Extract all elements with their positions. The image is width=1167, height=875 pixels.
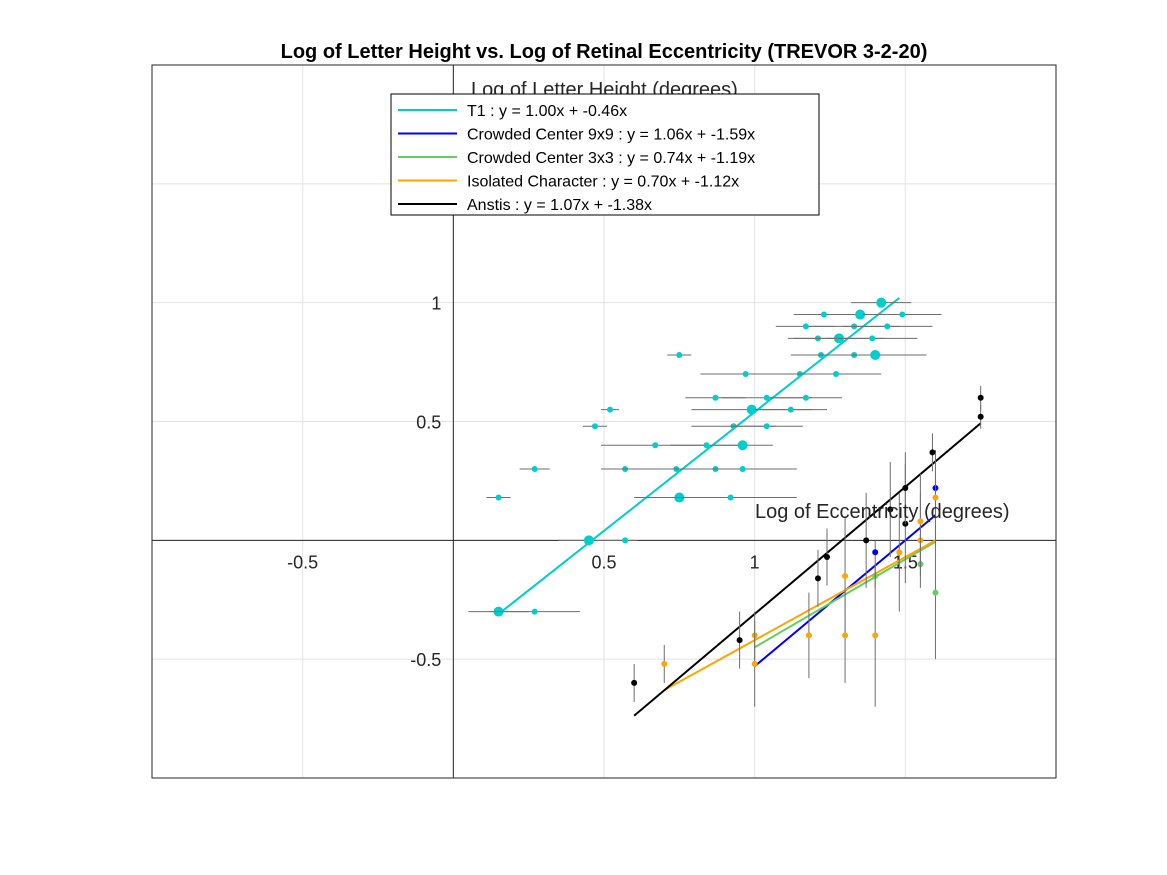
data-point: [802, 323, 809, 330]
legend-label: Crowded Center 9x9 : y = 1.06x + -1.59x: [467, 127, 755, 144]
data-point: [742, 370, 749, 377]
x-tick-label: -0.5: [287, 552, 318, 572]
data-point: [746, 404, 757, 415]
fit-line: [633, 422, 982, 717]
data-point: [739, 466, 746, 473]
data-point: [751, 660, 758, 667]
data-point: [855, 309, 866, 320]
data-point: [929, 449, 936, 456]
data-point: [823, 553, 830, 560]
data-point: [736, 637, 743, 644]
y-tick-label: -0.5: [410, 650, 441, 670]
data-point: [820, 311, 827, 318]
data-point: [495, 494, 502, 501]
y-tick-label: 0.5: [416, 413, 441, 433]
legend-label: T1 : y = 1.00x + -0.46x: [467, 103, 627, 120]
legend-label: Anstis : y = 1.07x + -1.38x: [467, 197, 652, 214]
x-tick-label: 0.5: [591, 552, 616, 572]
data-point: [932, 494, 939, 501]
data-point: [763, 394, 770, 401]
data-point: [737, 440, 748, 451]
legend-label: Crowded Center 3x3 : y = 0.74x + -1.19x: [467, 150, 755, 167]
data-point: [802, 394, 809, 401]
data-point: [661, 660, 668, 667]
legend: T1 : y = 1.00x + -0.46x Crowded Center 9x…: [390, 93, 820, 216]
data-point: [887, 506, 894, 513]
data-point: [870, 349, 881, 360]
data-point: [805, 632, 812, 639]
data-point: [869, 335, 876, 342]
data-point: [622, 537, 629, 544]
data-point: [902, 485, 909, 492]
legend-box: [390, 93, 820, 216]
data-point: [932, 589, 939, 596]
data-point: [676, 351, 683, 358]
data-point: [863, 537, 870, 544]
data-points: [468, 297, 984, 707]
plot-frame: [151, 64, 1057, 779]
data-point: [917, 518, 924, 525]
data-point: [531, 608, 538, 615]
data-point: [872, 632, 879, 639]
data-point: [977, 394, 984, 401]
data-point: [876, 297, 887, 308]
x-tick-label: 1: [750, 552, 760, 572]
data-point: [899, 311, 906, 318]
data-point: [833, 370, 840, 377]
data-point: [712, 394, 719, 401]
legend-label: Isolated Character : y = 0.70x + -1.12x: [467, 174, 739, 191]
fit-line: [663, 539, 936, 691]
y-tick-label: 1: [431, 294, 441, 314]
data-point: [787, 406, 794, 413]
data-point: [977, 413, 984, 420]
data-point: [531, 466, 538, 473]
data-point: [884, 323, 891, 330]
data-point: [763, 423, 770, 430]
chart-title: Log of Letter Height vs. Log of Retinal …: [281, 41, 928, 63]
data-point: [607, 406, 614, 413]
data-point: [814, 575, 821, 582]
data-point: [703, 442, 710, 449]
data-point: [842, 572, 849, 579]
x-axis-label: Log of Eccentricity (degrees): [755, 501, 1010, 523]
data-point: [727, 494, 734, 501]
fit-line: [497, 297, 900, 615]
data-point: [652, 442, 659, 449]
data-point: [591, 423, 598, 430]
data-point: [842, 632, 849, 639]
data-point: [896, 549, 903, 556]
data-point: [872, 549, 879, 556]
data-point: [583, 535, 594, 546]
data-point: [631, 679, 638, 686]
